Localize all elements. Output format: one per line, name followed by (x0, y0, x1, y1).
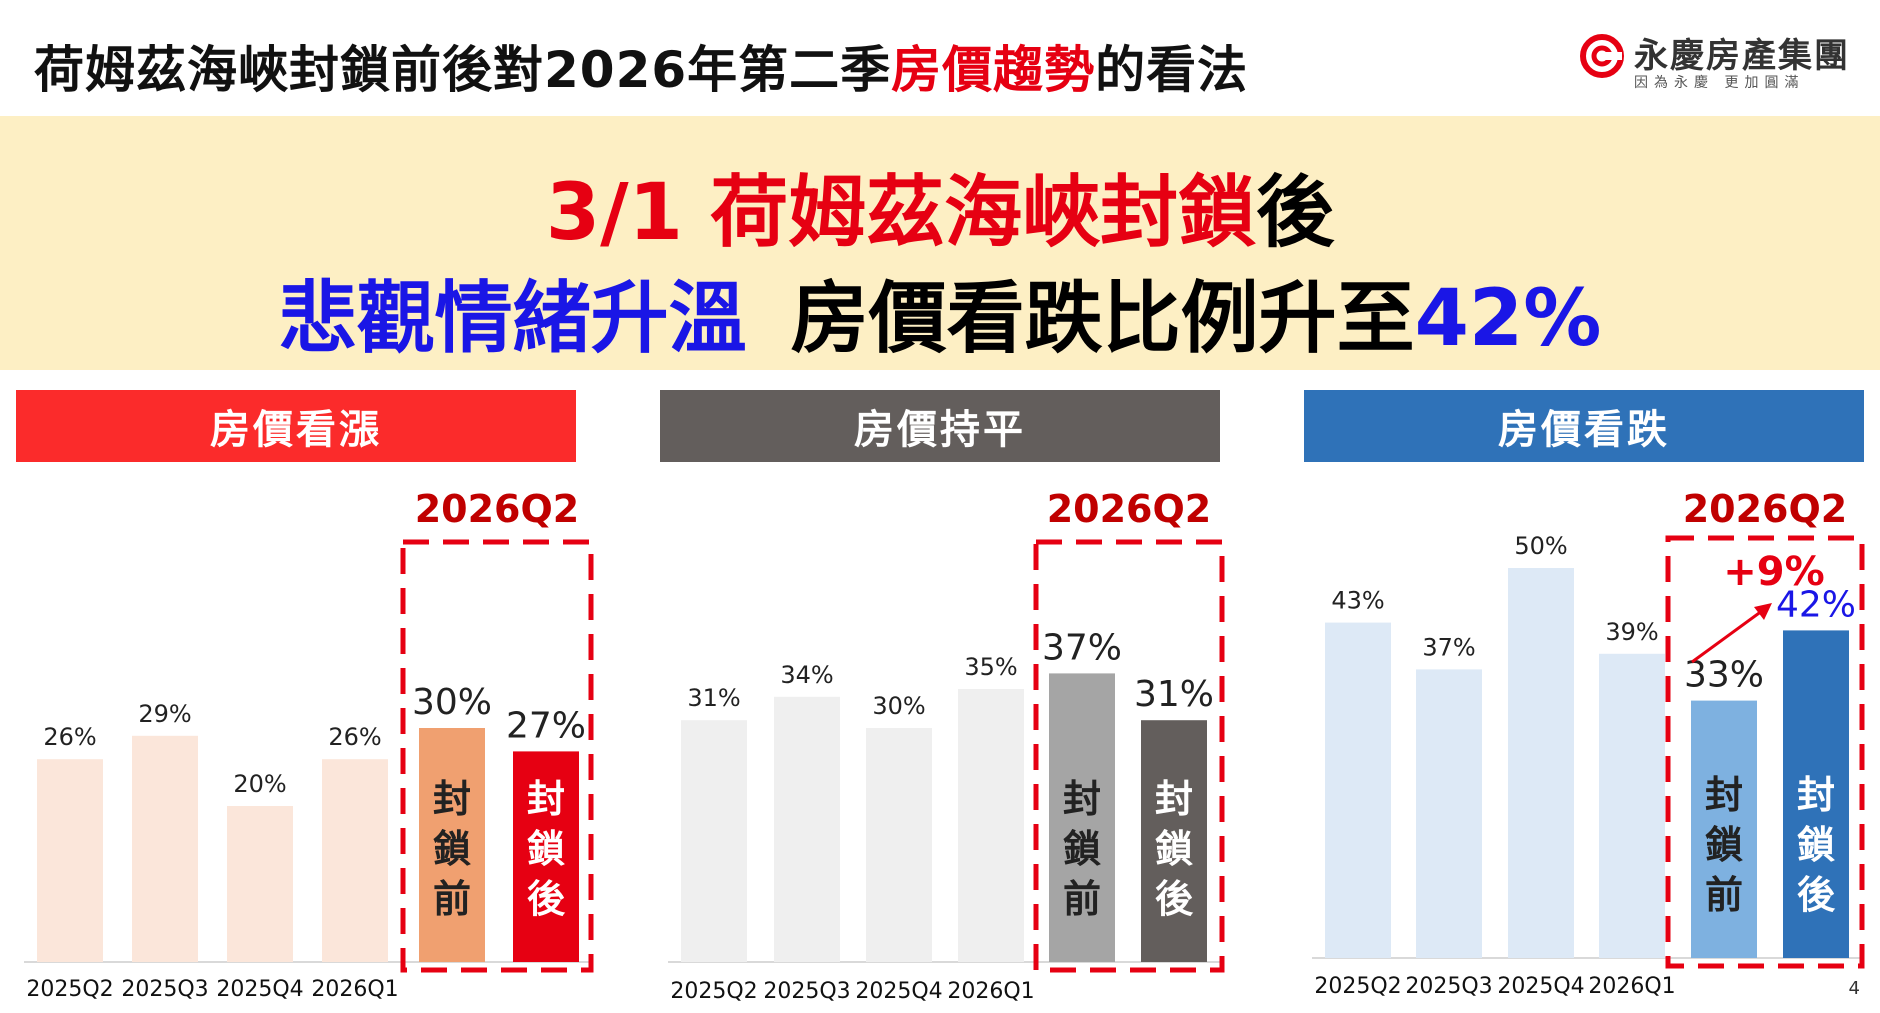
banner-line2-blue: 悲觀情緒升溫 (278, 274, 747, 364)
bar-flat-3 (866, 728, 932, 962)
panel-header-flat: 房價持平 (660, 390, 1220, 462)
bar-category-up-5-char-2: 鎖 (433, 827, 471, 871)
bar-category-flat-5-char-2: 鎖 (1063, 827, 1101, 871)
x-tick-flat-1: 2025Q2 (670, 979, 757, 1004)
value-label-up-5: 30% (412, 682, 492, 723)
value-label-up-3: 20% (233, 770, 286, 798)
bar-category-down-6-char-1: 封 (1797, 773, 1835, 817)
banner-line1-red: 3/1 荷姆茲海峽封鎖 (545, 168, 1257, 258)
value-label-flat-5: 37% (1042, 627, 1122, 668)
bar-category-flat-6-char-2: 鎖 (1155, 827, 1193, 871)
bar-category-flat-5-char-1: 封 (1063, 777, 1101, 821)
x-tick-flat-2: 2025Q3 (763, 979, 850, 1004)
banner-line2-pct: 42% (1414, 274, 1602, 364)
page-title: 荷姆茲海峽封鎖前後對2026年第二季房價趨勢的看法 (34, 30, 1248, 102)
bar-category-up-6-char-3: 後 (527, 877, 566, 921)
bar-up-4 (322, 759, 388, 962)
highlight-box-flat (1033, 539, 1225, 973)
bar-up-2 (132, 735, 198, 962)
bar-down-3 (1508, 568, 1574, 958)
x-tick-down-3: 2025Q4 (1497, 974, 1584, 999)
bar-category-up-6-char-1: 封 (527, 777, 565, 821)
change-annotation-down: +9% (1723, 549, 1824, 595)
highlight-label-flat: 2026Q2 (1047, 487, 1212, 531)
bar-flat-2 (774, 696, 840, 962)
logo-mark-icon (1580, 34, 1624, 78)
bar-category-up-5-char-1: 封 (433, 777, 471, 821)
trend-arrowhead-down (1754, 603, 1772, 620)
trend-arrow-down (1691, 606, 1767, 664)
x-tick-up-2: 2025Q3 (121, 977, 208, 1002)
banner-line2-black: 房價看跌比例升至 (790, 274, 1415, 364)
page-number: 4 (1848, 978, 1860, 999)
value-label-flat-3: 30% (872, 692, 925, 720)
bar-down-4 (1599, 653, 1665, 958)
bar-down-2 (1416, 669, 1482, 958)
bar-category-down-6-char-2: 鎖 (1797, 823, 1835, 867)
value-label-down-4: 39% (1605, 618, 1658, 646)
bar-category-down-5-char-1: 封 (1705, 773, 1743, 817)
title-prefix: 荷姆茲海峽封鎖前後對2026年第二季 (34, 41, 892, 99)
bar-category-up-5-char-3: 前 (433, 877, 471, 921)
title-suffix: 的看法 (1095, 41, 1249, 99)
x-tick-down-2: 2025Q3 (1405, 974, 1492, 999)
value-label-down-5: 33% (1684, 655, 1764, 696)
logo-tagline: 因為永慶 更加圓滿 (1634, 75, 1805, 91)
bar-down-5 (1691, 700, 1757, 958)
bar-flat-4 (958, 689, 1024, 962)
value-label-up-1: 26% (43, 723, 96, 751)
x-tick-flat-4: 2026Q1 (947, 979, 1034, 1004)
bar-up-1 (37, 759, 103, 962)
x-tick-up-1: 2025Q2 (26, 977, 113, 1002)
bar-category-up-6-char-2: 鎖 (527, 827, 565, 871)
bar-down-6 (1783, 630, 1849, 958)
value-label-up-4: 26% (328, 723, 381, 751)
bar-up-3 (227, 806, 293, 962)
x-tick-up-4: 2026Q1 (311, 977, 398, 1002)
highlight-box-down (1665, 535, 1865, 969)
logo-name: 永慶房產集團 (1634, 36, 1850, 76)
value-label-flat-1: 31% (687, 684, 740, 712)
panel-header-down: 房價看跌 (1304, 390, 1864, 462)
value-label-flat-6: 31% (1134, 674, 1214, 715)
value-label-down-1: 43% (1331, 587, 1384, 615)
value-label-flat-4: 35% (964, 653, 1017, 681)
bar-category-flat-6-char-3: 後 (1155, 877, 1194, 921)
title-highlight: 房價趨勢 (891, 41, 1096, 99)
highlight-box-up (400, 539, 594, 973)
company-logo: 永慶房產集團 因為永慶 更加圓滿 (1580, 28, 1850, 98)
x-tick-down-4: 2026Q1 (1588, 974, 1675, 999)
value-label-flat-2: 34% (780, 661, 833, 689)
bar-category-down-6-char-3: 後 (1797, 873, 1836, 917)
headline-banner: 3/1 荷姆茲海峽封鎖後 悲觀情緒升溫 房價看跌比例升至42% (0, 116, 1880, 370)
bar-category-flat-5-char-3: 前 (1063, 877, 1101, 921)
banner-line1-black: 後 (1256, 168, 1335, 258)
value-label-down-6: 42% (1776, 584, 1856, 625)
bar-up-5 (419, 728, 485, 962)
bar-category-down-5-char-2: 鎖 (1705, 823, 1743, 867)
x-tick-flat-3: 2025Q4 (855, 979, 942, 1004)
panel-header-up: 房價看漲 (16, 390, 576, 462)
highlight-label-down: 2026Q2 (1683, 487, 1848, 531)
value-label-down-2: 37% (1422, 633, 1475, 661)
value-label-down-3: 50% (1514, 532, 1567, 560)
bar-flat-1 (681, 720, 747, 962)
bar-up-6 (513, 751, 579, 962)
bar-down-1 (1325, 622, 1391, 958)
value-label-up-6: 27% (506, 705, 586, 746)
bar-category-flat-6-char-1: 封 (1155, 777, 1193, 821)
value-label-up-2: 29% (138, 700, 191, 728)
x-tick-down-1: 2025Q2 (1314, 974, 1401, 999)
banner-line-2: 悲觀情緒升溫 房價看跌比例升至42% (0, 256, 1880, 368)
highlight-label-up: 2026Q2 (415, 487, 580, 531)
bar-category-down-5-char-3: 前 (1705, 873, 1743, 917)
x-tick-up-3: 2025Q4 (216, 977, 303, 1002)
bar-flat-6 (1141, 720, 1207, 962)
bar-flat-5 (1049, 673, 1115, 962)
banner-line-1: 3/1 荷姆茲海峽封鎖後 (0, 150, 1880, 262)
